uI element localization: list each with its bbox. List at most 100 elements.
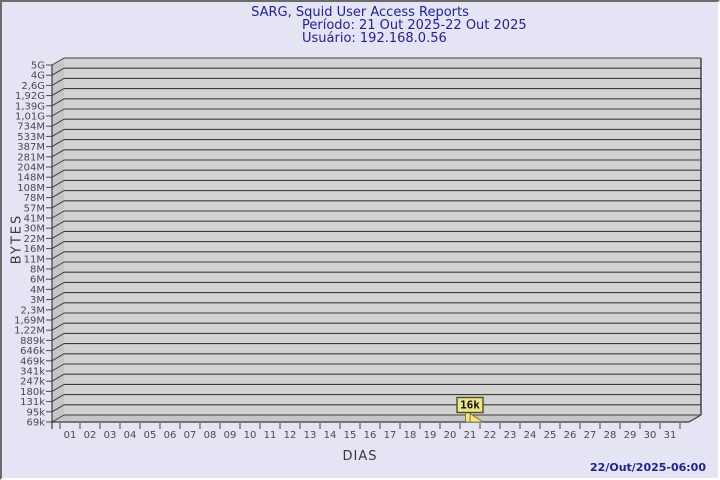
chart-title: SARG, Squid User Access Reports xyxy=(251,5,469,20)
x-axis-tick-label: 16 xyxy=(364,430,377,441)
gridline-depth-segment xyxy=(51,363,65,372)
gridline-depth-segment xyxy=(51,230,65,239)
x-axis-tick-label: 29 xyxy=(624,430,637,441)
gridline-depth-segment xyxy=(51,343,65,352)
y-axis-tick-label: 341k xyxy=(20,367,45,378)
x-axis-tick-label: 21 xyxy=(464,430,477,441)
gridline-depth-segment xyxy=(51,77,65,86)
gridline-depth-segment xyxy=(51,414,65,423)
y-axis-tick-label: 22M xyxy=(24,234,45,245)
x-axis-tick-label: 10 xyxy=(244,430,257,441)
chart-floor xyxy=(52,415,701,422)
y-axis-tick-label: 11M xyxy=(24,254,45,265)
y-axis-tick-label: 387M xyxy=(17,142,45,153)
gridline-depth-segment xyxy=(51,220,65,229)
y-axis-tick-label: 6M xyxy=(30,275,45,286)
x-axis-tick-label: 15 xyxy=(344,430,357,441)
x-axis-tick-label: 28 xyxy=(604,430,617,441)
chart-user: Usuário: 192.168.0.56 xyxy=(302,31,447,46)
gridline-depth-segment xyxy=(51,67,65,76)
y-axis-tick-label: 69k xyxy=(26,418,45,429)
generated-timestamp: 22/Out/2025-06:00 xyxy=(590,461,706,474)
y-axis-tick-label: 131k xyxy=(20,397,45,408)
gridline-depth-segment xyxy=(51,98,65,107)
x-axis-tick-label: 03 xyxy=(104,430,117,441)
chart-period: Período: 21 Out 2025-22 Out 2025 xyxy=(302,18,527,33)
x-axis-tick-label: 20 xyxy=(444,430,457,441)
y-axis-tick-label: 533M xyxy=(17,132,45,143)
y-axis-tick-label: 1,92G xyxy=(15,91,45,102)
bar-value-flag xyxy=(456,396,484,414)
y-axis-tick-label: 1,69M xyxy=(14,316,45,327)
gridline-depth-segment xyxy=(51,159,65,168)
x-axis-tick-label: 05 xyxy=(144,430,157,441)
x-axis-tick-label: 23 xyxy=(504,430,517,441)
y-axis-tick-label: 148M xyxy=(17,173,45,184)
y-axis-tick-label: 4M xyxy=(30,285,45,296)
x-axis-tick-label: 04 xyxy=(124,430,137,441)
x-axis-tick-label: 14 xyxy=(324,430,337,441)
y-axis-tick-label: 180k xyxy=(20,387,45,398)
x-axis-tick-label: 22 xyxy=(484,430,497,441)
gridline-depth-segment xyxy=(51,322,65,331)
gridline-depth-segment xyxy=(51,128,65,137)
gridline-depth-segment xyxy=(51,139,65,148)
gridline-depth-segment xyxy=(51,108,65,117)
x-axis-tick-label: 19 xyxy=(424,430,437,441)
y-axis-tick-label: 95k xyxy=(26,407,45,418)
gridline-depth-segment xyxy=(51,118,65,127)
x-axis-tick-label: 11 xyxy=(264,430,277,441)
x-axis-tick-label: 09 xyxy=(224,430,237,441)
gridline-depth-segment xyxy=(51,179,65,188)
floor-right-edge xyxy=(688,414,702,423)
y-axis-tick-label: 16M xyxy=(24,244,45,255)
x-axis-tick-label: 08 xyxy=(204,430,217,441)
y-axis-tick-label: 204M xyxy=(17,163,45,174)
y-axis-tick-label: 57M xyxy=(24,203,45,214)
y-axis-tick-label: 734M xyxy=(17,122,45,133)
gridline-depth-segment xyxy=(51,200,65,209)
x-axis-tick-label: 17 xyxy=(384,430,397,441)
y-axis-tick-label: 2,6G xyxy=(21,81,45,92)
y-axis-tick-label: 5G xyxy=(31,61,45,72)
gridline-depth-segment xyxy=(51,302,65,311)
x-axis-title: DIAS xyxy=(342,449,378,464)
y-axis-tick-label: 281M xyxy=(17,152,45,163)
y-axis-tick-label: 247k xyxy=(20,377,45,388)
bar-value-label: 16k xyxy=(460,399,480,412)
gridline-depth-segment xyxy=(51,281,65,290)
x-axis-tick-label: 01 xyxy=(64,430,77,441)
gridline-depth-segment xyxy=(51,383,65,392)
gridline-depth-segment xyxy=(51,353,65,362)
gridline-depth-segment xyxy=(51,251,65,260)
y-axis-tick-label: 1,01G xyxy=(15,112,45,123)
y-axis-tick-label: 108M xyxy=(17,183,45,194)
x-axis-tick-label: 27 xyxy=(584,430,597,441)
y-axis-tick-label: 8M xyxy=(30,265,45,276)
gridline-depth-segment xyxy=(51,190,65,199)
y-axis-tick-label: 30M xyxy=(24,224,45,235)
gridline-depth-segment xyxy=(51,57,65,66)
x-axis-tick-label: 02 xyxy=(84,430,97,441)
x-axis-tick-label: 24 xyxy=(524,430,537,441)
gridline-depth-segment xyxy=(51,394,65,403)
gridline-depth-segment xyxy=(51,261,65,270)
gridline-depth-segment xyxy=(51,292,65,301)
gridline-depth-segment xyxy=(51,241,65,250)
y-axis-tick-label: 3M xyxy=(30,295,45,306)
chart-left-wall xyxy=(52,58,64,422)
gridline-depth-segment xyxy=(51,404,65,413)
x-axis-tick-label: 30 xyxy=(644,430,657,441)
y-axis-tick-label: 646k xyxy=(20,346,45,357)
y-axis-tick-label: 1,39G xyxy=(15,101,45,112)
y-axis-tick-label: 2,3M xyxy=(20,305,45,316)
x-axis-tick-label: 26 xyxy=(564,430,577,441)
gridline-depth-segment xyxy=(51,373,65,382)
y-axis-tick-label: 4G xyxy=(31,71,45,82)
y-axis-tick-label: 469k xyxy=(20,356,45,367)
gridline-depth-segment xyxy=(51,169,65,178)
x-axis-tick-label: 18 xyxy=(404,430,417,441)
x-axis-tick-label: 31 xyxy=(664,430,677,441)
